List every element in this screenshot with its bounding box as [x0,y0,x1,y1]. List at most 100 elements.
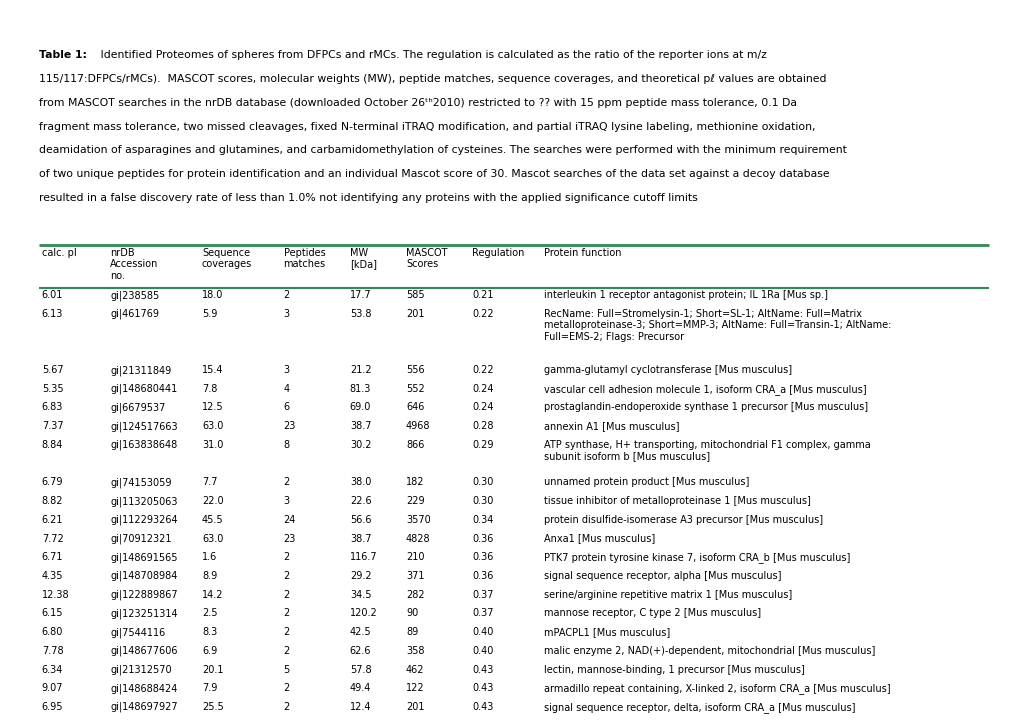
Text: 2: 2 [283,608,289,618]
Text: armadillo repeat containing, X-linked 2, isoform CRA_a [Mus musculus]: armadillo repeat containing, X-linked 2,… [543,683,890,694]
Text: 7.37: 7.37 [42,421,63,431]
Text: 5.9: 5.9 [202,309,217,319]
Text: 23: 23 [283,534,296,544]
Text: 12.5: 12.5 [202,402,223,413]
Text: 0.22: 0.22 [472,365,493,375]
Text: 0.43: 0.43 [472,683,493,693]
Text: 23: 23 [283,421,296,431]
Text: 2: 2 [283,627,289,637]
Text: gi|163838648: gi|163838648 [110,440,177,451]
Text: 8.3: 8.3 [202,627,217,637]
Text: 120.2: 120.2 [350,608,377,618]
Text: gi|6679537: gi|6679537 [110,402,165,413]
Text: 0.40: 0.40 [472,646,493,656]
Text: signal sequence receptor, delta, isoform CRA_a [Mus musculus]: signal sequence receptor, delta, isoform… [543,702,854,713]
Text: lectin, mannose-binding, 1 precursor [Mus musculus]: lectin, mannose-binding, 1 precursor [Mu… [543,665,804,675]
Text: 4: 4 [283,384,289,394]
Text: 7.78: 7.78 [42,646,63,656]
Text: 0.36: 0.36 [472,571,493,581]
Text: 0.36: 0.36 [472,534,493,544]
Text: 1.6: 1.6 [202,552,217,562]
Text: prostaglandin-endoperoxide synthase 1 precursor [Mus musculus]: prostaglandin-endoperoxide synthase 1 pr… [543,402,867,413]
Text: of two unique peptides for protein identification and an individual Mascot score: of two unique peptides for protein ident… [39,169,828,179]
Text: 29.2: 29.2 [350,571,371,581]
Text: 24: 24 [283,515,296,525]
Text: gi|238585: gi|238585 [110,290,159,301]
Text: malic enzyme 2, NAD(+)-dependent, mitochondrial [Mus musculus]: malic enzyme 2, NAD(+)-dependent, mitoch… [543,646,874,656]
Text: 585: 585 [406,290,424,300]
Text: 0.30: 0.30 [472,496,493,506]
Text: 7.7: 7.7 [202,477,217,487]
Text: 62.6: 62.6 [350,646,371,656]
Text: 6.95: 6.95 [42,702,63,712]
Text: 0.30: 0.30 [472,477,493,487]
Text: gi|148691565: gi|148691565 [110,552,177,563]
Text: 0.28: 0.28 [472,421,493,431]
Text: 282: 282 [406,590,424,600]
Text: 0.40: 0.40 [472,627,493,637]
Text: deamidation of asparagines and glutamines, and carbamidomethylation of cysteines: deamidation of asparagines and glutamine… [39,145,846,156]
Text: gi|112293264: gi|112293264 [110,515,177,526]
Text: 6.21: 6.21 [42,515,63,525]
Text: 9.07: 9.07 [42,683,63,693]
Text: 2: 2 [283,702,289,712]
Text: 462: 462 [406,665,424,675]
Text: 2: 2 [283,552,289,562]
Text: protein disulfide-isomerase A3 precursor [Mus musculus]: protein disulfide-isomerase A3 precursor… [543,515,822,525]
Text: 6.15: 6.15 [42,608,63,618]
Text: 8.9: 8.9 [202,571,217,581]
Text: Protein function: Protein function [543,248,621,258]
Text: 182: 182 [406,477,424,487]
Text: Regulation: Regulation [472,248,524,258]
Text: calc. pI: calc. pI [42,248,76,258]
Text: 34.5: 34.5 [350,590,371,600]
Text: 3: 3 [283,496,289,506]
Text: 122: 122 [406,683,424,693]
Text: 2: 2 [283,477,289,487]
Text: gi|122889867: gi|122889867 [110,590,177,600]
Text: 45.5: 45.5 [202,515,223,525]
Text: 0.24: 0.24 [472,402,493,413]
Text: mannose receptor, C type 2 [Mus musculus]: mannose receptor, C type 2 [Mus musculus… [543,608,760,618]
Text: gi|148688424: gi|148688424 [110,683,177,694]
Text: 49.4: 49.4 [350,683,371,693]
Text: gi|124517663: gi|124517663 [110,421,177,432]
Text: 89: 89 [406,627,418,637]
Text: Peptides
matches: Peptides matches [283,248,325,269]
Text: 2: 2 [283,590,289,600]
Text: 2: 2 [283,683,289,693]
Text: 201: 201 [406,309,424,319]
Text: 15.4: 15.4 [202,365,223,375]
Text: 866: 866 [406,440,424,450]
Text: serine/arginine repetitive matrix 1 [Mus musculus]: serine/arginine repetitive matrix 1 [Mus… [543,590,791,600]
Text: 371: 371 [406,571,424,581]
Text: 42.5: 42.5 [350,627,371,637]
Text: 5: 5 [283,665,289,675]
Text: 0.21: 0.21 [472,290,493,300]
Text: 646: 646 [406,402,424,413]
Text: 22.0: 22.0 [202,496,223,506]
Text: resulted in a false discovery rate of less than 1.0% not identifying any protein: resulted in a false discovery rate of le… [39,193,697,203]
Text: 358: 358 [406,646,424,656]
Text: 0.37: 0.37 [472,608,493,618]
Text: gi|148677606: gi|148677606 [110,646,177,657]
Text: gi|21311849: gi|21311849 [110,365,171,376]
Text: Sequence
coverages: Sequence coverages [202,248,252,269]
Text: from MASCOT searches in the nrDB database (downloaded October 26ᵗʰ2010) restrict: from MASCOT searches in the nrDB databas… [39,98,796,108]
Text: 0.36: 0.36 [472,552,493,562]
Text: 229: 229 [406,496,424,506]
Text: 0.24: 0.24 [472,384,493,394]
Text: 57.8: 57.8 [350,665,371,675]
Text: 18.0: 18.0 [202,290,223,300]
Text: 6.13: 6.13 [42,309,63,319]
Text: 63.0: 63.0 [202,421,223,431]
Text: 6: 6 [283,402,289,413]
Text: gi|70912321: gi|70912321 [110,534,171,544]
Text: 17.7: 17.7 [350,290,371,300]
Text: 2: 2 [283,290,289,300]
Text: 8.84: 8.84 [42,440,63,450]
Text: 90: 90 [406,608,418,618]
Text: 115/117:DFPCs/rMCs).  MASCOT scores, molecular weights (MW), peptide matches, se: 115/117:DFPCs/rMCs). MASCOT scores, mole… [39,74,825,84]
Text: 38.7: 38.7 [350,421,371,431]
Text: 6.01: 6.01 [42,290,63,300]
